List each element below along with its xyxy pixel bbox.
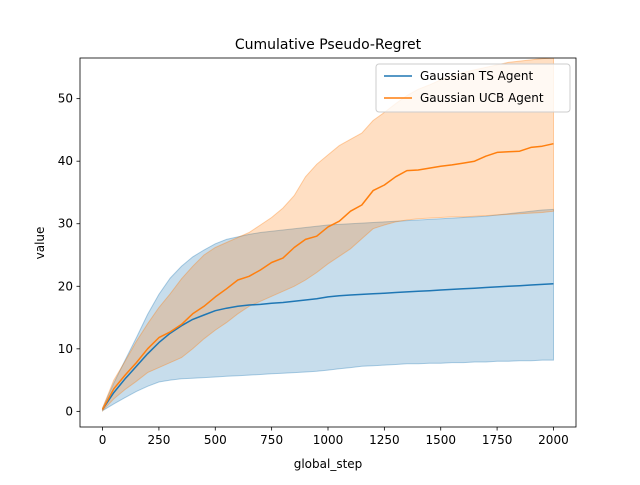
legend-label-2: Gaussian UCB Agent <box>420 91 544 105</box>
series-line-1 <box>101 283 554 410</box>
legend-frame <box>375 63 571 113</box>
y-tick-label: 40 <box>58 154 73 168</box>
y-axis-label: value <box>33 227 47 260</box>
x-tick-label: 750 <box>260 433 283 447</box>
chart-title: Cumulative Pseudo-Regret <box>235 37 422 53</box>
x-axis-ticks: 0 250 500 750 1000 1250 1500 1750 2000 <box>99 427 569 447</box>
series-lines <box>101 142 554 410</box>
legend: Gaussian TS Agent Gaussian UCB Agent <box>375 63 571 113</box>
y-axis-ticks: 0 10 20 30 40 50 <box>58 92 80 418</box>
series-line-2 <box>101 142 554 410</box>
legend-label-1: Gaussian TS Agent <box>420 69 533 83</box>
x-axis-label: global_step <box>294 457 363 471</box>
y-tick-label: 10 <box>58 342 73 356</box>
x-tick-label: 1750 <box>482 433 513 447</box>
confidence-band-1 <box>102 208 554 412</box>
y-tick-label: 0 <box>65 404 73 418</box>
x-tick-label: 500 <box>204 433 227 447</box>
x-tick-label: 1250 <box>369 433 400 447</box>
y-tick-label: 20 <box>58 279 73 293</box>
y-tick-label: 50 <box>58 92 73 106</box>
confidence-bands <box>102 58 554 412</box>
x-tick-label: 1000 <box>313 433 344 447</box>
x-tick-label: 250 <box>147 433 170 447</box>
confidence-band-2 <box>102 58 554 412</box>
x-tick-label: 0 <box>99 433 107 447</box>
y-tick-label: 30 <box>58 217 73 231</box>
x-tick-label: 1500 <box>425 433 456 447</box>
x-tick-label: 2000 <box>538 433 569 447</box>
